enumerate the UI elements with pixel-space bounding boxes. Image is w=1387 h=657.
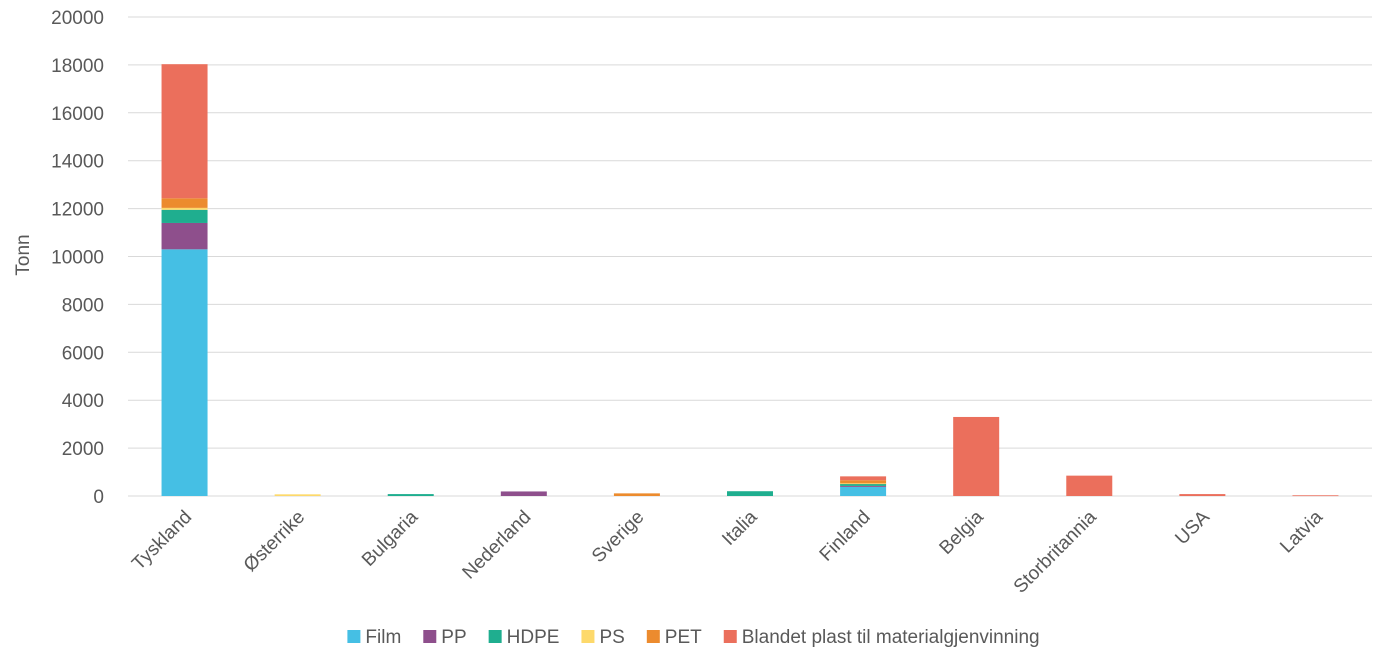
y-tick-label: 10000 — [51, 248, 104, 269]
bar-segment — [840, 486, 887, 496]
bars — [161, 64, 1339, 497]
legend-label: PET — [665, 627, 702, 648]
legend-item: HDPE — [488, 627, 560, 648]
legend-item: Blandet plast til materialgjenvinning — [723, 627, 1040, 648]
bar-segment — [1179, 494, 1226, 496]
legend-label: PP — [441, 627, 466, 648]
legend: Film PP HDPE PS PET Blandet plast til materia… — [347, 627, 1040, 648]
bar-segment — [840, 485, 887, 487]
y-tick-label: 14000 — [51, 152, 104, 173]
legend-swatch — [488, 630, 502, 643]
y-tick-label: 4000 — [62, 391, 104, 412]
x-tick-label: Latvia — [1276, 506, 1327, 557]
bar-segment — [161, 207, 208, 210]
y-tick-label: 6000 — [62, 343, 104, 364]
y-tick-label: 12000 — [51, 200, 104, 221]
x-tick-label: Storbritannia — [1010, 506, 1101, 597]
legend-item: PET — [646, 627, 702, 648]
x-tick-label: Nederland — [459, 507, 536, 584]
bar-segment — [840, 480, 887, 484]
bar-segment — [161, 222, 208, 250]
legend-label: Film — [365, 627, 401, 648]
bar-segment — [840, 483, 887, 485]
bar-segment — [387, 494, 434, 496]
bar-segment — [1066, 475, 1113, 496]
x-tick-label: Belgia — [936, 506, 989, 559]
legend-swatch — [423, 630, 437, 643]
legend-item: Film — [347, 627, 401, 648]
x-tick-label: Finland — [816, 507, 875, 566]
legend-label: PS — [599, 627, 624, 648]
x-tick-label: USA — [1171, 506, 1214, 549]
y-tick-label: 20000 — [51, 8, 104, 29]
x-tick-label: Italia — [718, 506, 762, 550]
legend-item: PP — [423, 627, 467, 648]
bar-segment — [500, 491, 547, 496]
x-tick-label: Bulgaria — [358, 506, 422, 570]
x-axis-ticks: Tyskland Østerrike Bulgaria Nederland Sverig… — [128, 506, 1327, 597]
bar-segment — [161, 249, 208, 496]
bar-segment — [161, 209, 208, 223]
bar-segment — [727, 491, 773, 496]
bar-segment — [953, 416, 1000, 496]
x-tick-label: Sverige — [588, 507, 648, 567]
y-tick-label: 0 — [93, 487, 104, 508]
gridlines — [128, 16, 1372, 497]
y-axis-ticks: 0 2000 4000 6000 8000 10000 12000 14000 16000 180… — [51, 8, 104, 508]
legend-swatch — [646, 630, 660, 643]
bar-segment — [840, 476, 887, 481]
y-axis-title: Tonn — [13, 234, 34, 275]
x-tick-label: Østerrike — [240, 507, 309, 576]
x-tick-label: Tyskland — [128, 507, 196, 575]
bar-segment — [274, 494, 321, 496]
legend-swatch — [723, 630, 737, 643]
bar-segment — [613, 493, 660, 496]
legend-label: Blandet plast til materialgjenvinning — [742, 627, 1040, 648]
y-tick-label: 18000 — [51, 56, 104, 77]
y-tick-label: 16000 — [51, 104, 104, 125]
legend-item: PS — [581, 627, 625, 648]
bar-segment — [161, 198, 208, 208]
legend-swatch — [581, 630, 595, 643]
bar-segment — [840, 483, 887, 486]
bar-segment — [161, 64, 208, 199]
legend-swatch — [347, 630, 361, 643]
legend-label: HDPE — [507, 627, 560, 648]
y-tick-label: 2000 — [62, 439, 104, 460]
bar-segment — [1292, 495, 1339, 497]
y-tick-label: 8000 — [62, 295, 104, 316]
